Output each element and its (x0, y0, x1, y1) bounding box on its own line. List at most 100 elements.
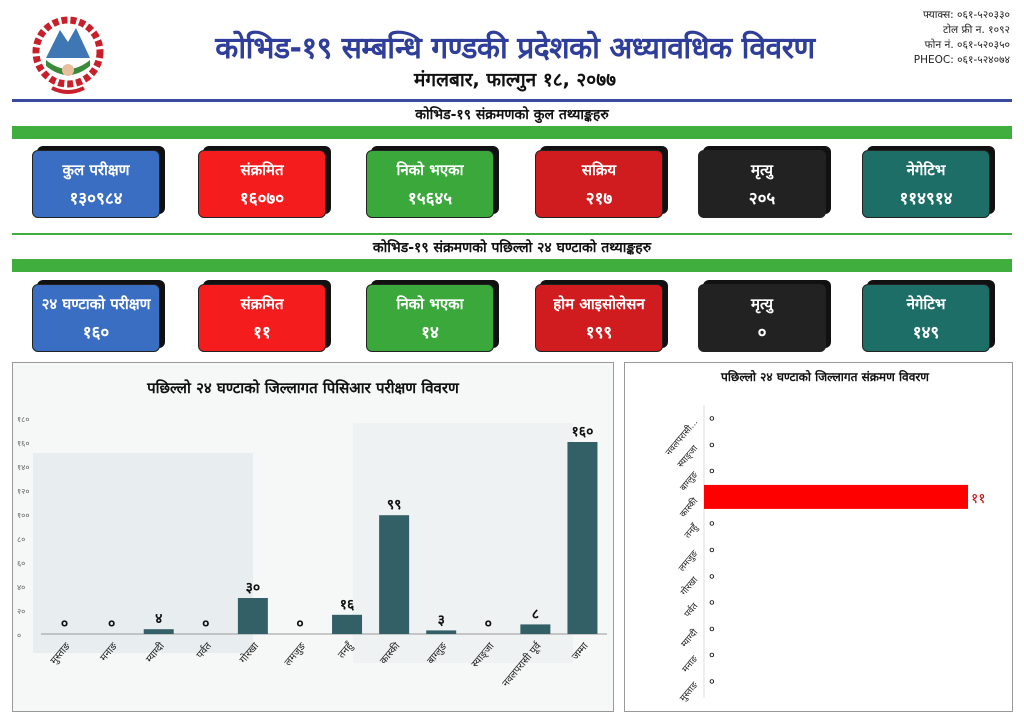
nepal-emblem-logo (32, 16, 104, 94)
stat-value: १६० (82, 323, 110, 343)
stat-label: संक्रमित (240, 295, 284, 313)
stat-value: १४९ (912, 323, 940, 343)
stat-value: १५६४५ (407, 189, 453, 209)
stat-card: मृत्यु ० (698, 284, 826, 352)
y-tick-label: मनाङ (681, 654, 701, 675)
chart-title: पछिल्लो २४ घण्टाको जिल्लागत संक्रमण विवर… (720, 370, 930, 384)
stat-label: २४ घण्टाको परीक्षण (41, 295, 151, 313)
data-label: ८ (532, 606, 539, 622)
stat-value: ११४९१४ (899, 189, 953, 209)
stat-card: नेगेटिभ ११४९१४ (862, 150, 990, 218)
green-bar (12, 259, 1012, 272)
stat-value: १६०७० (239, 189, 285, 209)
stat-card: मृत्यु २०५ (698, 150, 826, 218)
data-label: ० (709, 649, 715, 662)
data-label: ० (709, 596, 715, 609)
bar (237, 598, 268, 634)
bar (379, 515, 410, 634)
x-tick-label: जम्मा (570, 641, 591, 663)
data-label: ० (709, 412, 715, 425)
data-label: ३ (438, 612, 445, 628)
stat-label: होम आइसोलेसन (553, 295, 645, 313)
y-tick-label: मुस्ताङ (678, 680, 700, 704)
divider (12, 99, 1012, 102)
y-tick-label: तनहुँ (682, 521, 701, 541)
bar (143, 629, 174, 634)
y-tick-label: १६० (17, 439, 29, 448)
data-label: ० (709, 675, 715, 688)
pcr-test-chart-panel: पछिल्लो २४ घण्टाको जिल्लागत पिसिआर परीक्… (12, 362, 614, 712)
x-tick-label: लमजुङ (283, 640, 309, 668)
pcr-test-chart: पछिल्लो २४ घण्टाको जिल्लागत पिसिआर परीक्… (17, 379, 607, 689)
stat-label: निको भएका (396, 295, 464, 313)
stat-card: निको भएका १४ (366, 284, 494, 352)
data-label: ४ (155, 611, 162, 627)
stat-label: मृत्यु (750, 295, 774, 313)
data-label: ० (709, 465, 715, 478)
y-tick-label: बाग्लुङ (679, 470, 701, 493)
data-label: ० (709, 438, 715, 451)
data-label: ० (709, 544, 715, 557)
stat-label: सक्रिय (581, 161, 617, 179)
data-label: ९९ (387, 497, 402, 513)
y-tick-label: ६० (17, 559, 25, 568)
green-bar (12, 126, 1012, 139)
y-tick-label: ४० (17, 583, 25, 592)
lab-machine-illustration (33, 453, 253, 653)
data-label: ० (709, 622, 715, 635)
y-tick-label: १४० (17, 463, 29, 472)
data-label: ० (108, 616, 115, 632)
data-label: ० (709, 570, 715, 583)
stat-value: १९९ (585, 323, 613, 343)
stat-card: निको भएका १५६४५ (366, 150, 494, 218)
y-tick-label: १०० (17, 511, 29, 520)
stat-value: २०५ (748, 189, 776, 209)
section2-title: कोभिड-१९ संक्रमणको पछिल्लो २४ घण्टाको तथ… (372, 240, 652, 256)
y-tick-label: गोरखा (678, 574, 701, 598)
y-tick-label: १८० (17, 415, 29, 424)
stat-card: संक्रमित ११ (198, 284, 326, 352)
page-title: कोभिड-१९ सम्बन्धि गण्डकी प्रदेशको अध्याव… (215, 31, 815, 66)
stat-label: मृत्यु (750, 161, 774, 179)
toll-free: टोल फ्री न. १०९२ (943, 24, 1010, 36)
stat-value: १४ (421, 323, 439, 343)
data-label: ० (202, 616, 209, 632)
data-label: १६० (572, 424, 594, 440)
report-date: मंगलबार, फाल्गुन १८, २०७७ (414, 69, 616, 91)
contact-info: फ्याक्स: ०६१-५२०३३० टोल फ्री न. १०९२ फोन… (914, 8, 1010, 68)
bar (332, 614, 363, 634)
infection-chart: पछिल्लो २४ घण्टाको जिल्लागत संक्रमण विवर… (663, 370, 986, 704)
stat-card: होम आइसोलेसन १९९ (535, 284, 663, 352)
stat-card: नेगेटिभ १४९ (862, 284, 990, 352)
stat-value: ११ (253, 323, 271, 343)
data-label: ३० (246, 580, 261, 596)
fax: फ्याक्स: ०६१-५२०३३० (922, 9, 1010, 21)
stat-value: २१७ (585, 189, 613, 209)
stat-value: १३०९८४ (69, 189, 123, 209)
data-label: ० (709, 517, 715, 530)
stat-value: ० (757, 323, 767, 343)
stat-card: कुल परीक्षण १३०९८४ (32, 150, 160, 218)
stat-card: संक्रमित १६०७० (198, 150, 326, 218)
y-tick-label: ८० (17, 535, 25, 544)
section1-title: कोभिड-१९ संक्रमणको कुल तथ्याङ्कहरु (415, 107, 609, 123)
stat-label: निको भएका (396, 161, 464, 179)
bar (704, 484, 968, 509)
chart-title: पछिल्लो २४ घण्टाको जिल्लागत पिसिआर परीक्… (146, 379, 460, 397)
phone: फोन नं. ०६१-५२०३५० (924, 39, 1010, 51)
stat-card: सक्रिय २१७ (535, 150, 663, 218)
data-label: ० (485, 616, 492, 632)
y-tick-label: पर्वत (681, 600, 701, 620)
y-tick-label: म्याग्दी (678, 626, 701, 650)
bar (426, 630, 457, 634)
bar (567, 442, 598, 634)
y-tick-label: लमजुङ (677, 549, 700, 574)
stat-label: नेगेटिभ (906, 161, 946, 179)
y-tick-label: २० (17, 607, 25, 616)
infection-chart-panel: पछिल्लो २४ घण्टाको जिल्लागत संक्रमण विवर… (624, 362, 1013, 712)
divider (12, 233, 1012, 235)
stat-label: संक्रमित (240, 161, 284, 179)
data-label: ० (296, 616, 303, 632)
data-label: १६ (340, 597, 355, 613)
bar (520, 624, 551, 634)
